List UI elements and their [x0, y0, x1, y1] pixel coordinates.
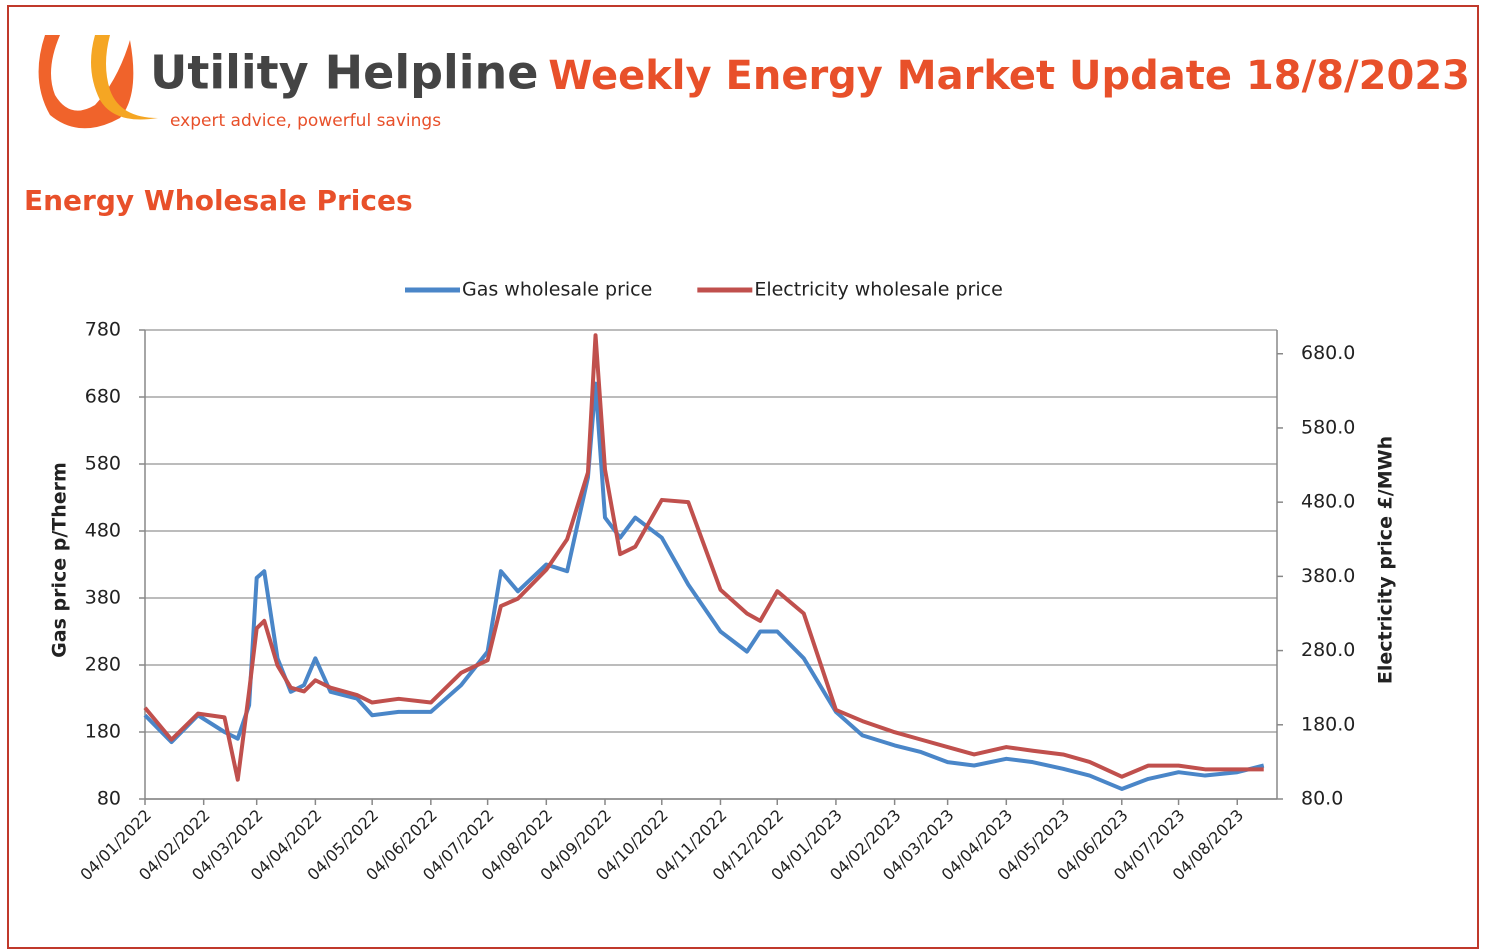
- line-series: [143, 333, 1264, 782]
- y-tick-label: 380: [85, 587, 121, 609]
- y2-tick-label: 180.0: [1301, 713, 1355, 735]
- legend-label: Electricity wholesale price: [754, 279, 1002, 301]
- y-tick-label: 80: [97, 788, 121, 810]
- y2-tick-label: 680.0: [1301, 342, 1355, 364]
- y-tick-label: 780: [85, 319, 121, 341]
- logo: [38, 35, 158, 129]
- y-tick-label: 480: [85, 520, 121, 542]
- y-tick-label: 280: [85, 654, 121, 676]
- y-tick-label: 180: [85, 721, 121, 743]
- y-tick-label: 580: [85, 453, 121, 475]
- section-title: Energy Wholesale Prices: [24, 184, 413, 217]
- legend-label: Gas wholesale price: [462, 279, 652, 301]
- page-border: [7, 5, 1479, 949]
- brand: Utility Helpline: [150, 46, 539, 100]
- y2-tick-label: 280.0: [1301, 639, 1355, 661]
- y2-tick-label: 480.0: [1301, 491, 1355, 513]
- y2-tick-label: 580.0: [1301, 416, 1355, 438]
- y2-tick-label: 380.0: [1301, 565, 1355, 587]
- tagline: expert advice, powerful savings: [170, 111, 441, 131]
- y2-axis-label: Electricity price £/MWh: [1375, 436, 1397, 684]
- y2-tick-label: 80.0: [1301, 788, 1343, 810]
- y-axis-label: Gas price p/Therm: [49, 462, 71, 658]
- page-title: Weekly Energy Market Update 18/8/2023: [548, 53, 1470, 99]
- y-tick-label: 680: [85, 386, 121, 408]
